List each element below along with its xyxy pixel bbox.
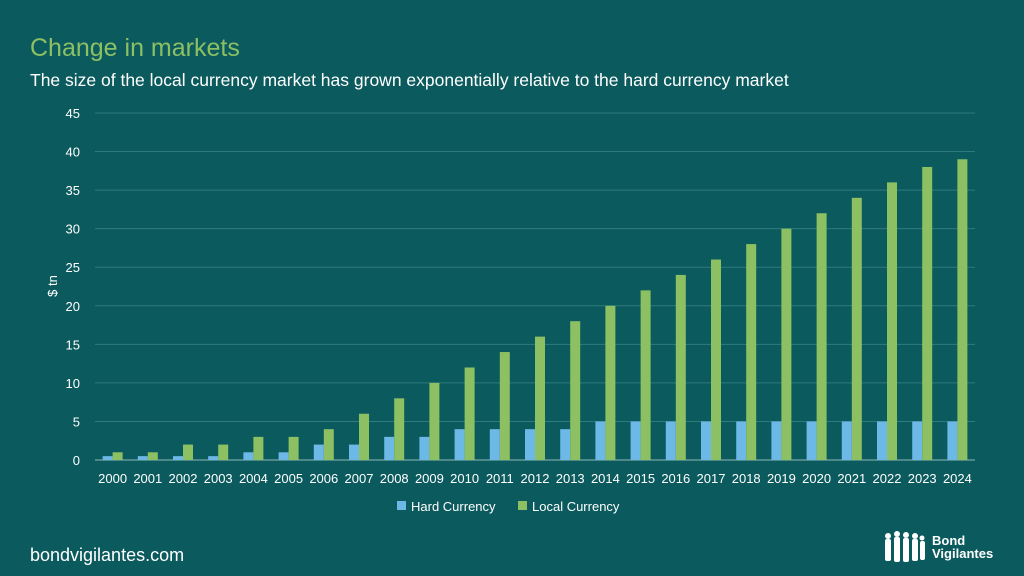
bar-hard-currency <box>243 452 254 460</box>
bar-hard-currency <box>313 444 324 460</box>
bar-local-currency <box>218 444 229 460</box>
website-link[interactable]: bondvigilantes.com <box>30 545 185 565</box>
y-tick-label: 40 <box>66 145 80 160</box>
bar-local-currency <box>323 429 334 460</box>
x-tick-label: 2000 <box>98 471 127 486</box>
x-tick-label: 2015 <box>626 471 655 486</box>
bar-local-currency <box>816 213 827 460</box>
page-subtitle: The size of the local currency market ha… <box>30 70 789 90</box>
bar-local-currency <box>781 228 792 460</box>
x-tick-label: 2020 <box>802 471 831 486</box>
x-tick-label: 2002 <box>169 471 198 486</box>
bar-hard-currency <box>806 421 817 460</box>
bar-local-currency <box>746 244 757 460</box>
bar-hard-currency <box>525 429 535 460</box>
y-axis-label: $ tn <box>45 275 60 297</box>
y-tick-label: 25 <box>66 260 80 275</box>
bar-local-currency <box>288 436 299 460</box>
x-tick-label: 2010 <box>450 471 479 486</box>
logo-text-line2: Vigilantes <box>932 546 994 561</box>
bar-hard-currency <box>208 456 219 460</box>
y-tick-label: 35 <box>66 183 80 198</box>
x-tick-label: 2017 <box>697 471 726 486</box>
bar-hard-currency <box>701 421 711 460</box>
bar-local-currency <box>147 452 158 460</box>
y-tick-label: 15 <box>66 337 80 352</box>
bar-hard-currency <box>489 429 500 460</box>
x-tick-label: 2005 <box>274 471 303 486</box>
x-tick-label: 2008 <box>380 471 409 486</box>
x-tick-label: 2004 <box>239 471 268 486</box>
bar-hard-currency <box>841 421 852 460</box>
bar-local-currency <box>535 336 545 460</box>
x-tick-label: 2009 <box>415 471 444 486</box>
x-tick-label: 2022 <box>873 471 902 486</box>
bar-hard-currency <box>173 456 183 460</box>
y-tick-label: 0 <box>73 453 80 468</box>
bar-local-currency <box>429 382 440 460</box>
bar-hard-currency <box>278 452 289 460</box>
bar-local-currency <box>675 274 686 460</box>
bar-local-currency <box>183 444 193 460</box>
x-tick-label: 2021 <box>837 471 866 486</box>
bar-local-currency <box>711 259 721 460</box>
bar-hard-currency <box>560 429 571 460</box>
x-tick-label: 2016 <box>661 471 690 486</box>
x-tick-label: 2014 <box>591 471 620 486</box>
y-tick-label: 10 <box>66 376 80 391</box>
logo-text-line1: Bond <box>932 533 966 548</box>
bar-local-currency <box>359 413 369 460</box>
bar-hard-currency <box>102 456 113 460</box>
legend-label: Hard Currency <box>411 499 496 514</box>
y-tick-label: 20 <box>66 299 80 314</box>
bar-hard-currency <box>419 436 430 460</box>
bar-local-currency <box>570 321 581 460</box>
x-tick-label: 2023 <box>908 471 937 486</box>
page-title: Change in markets <box>30 34 240 62</box>
bar-hard-currency <box>771 421 782 460</box>
bar-local-currency <box>605 305 616 460</box>
bar-local-currency <box>851 197 862 461</box>
legend-label: Local Currency <box>532 499 620 514</box>
bond-vigilantes-logo: Bond Vigilantes <box>882 530 993 564</box>
bar-hard-currency <box>349 444 359 460</box>
bar-hard-currency <box>630 421 641 460</box>
x-tick-label: 2018 <box>732 471 761 486</box>
x-tick-label: 2019 <box>767 471 796 486</box>
bar-local-currency <box>922 166 933 460</box>
bar-hard-currency <box>595 421 606 460</box>
bar-local-currency <box>464 367 475 460</box>
x-tick-label: 2006 <box>309 471 338 486</box>
bar-local-currency <box>394 398 405 460</box>
legend-swatch <box>518 501 527 510</box>
people-silhouette-icon <box>885 531 925 562</box>
x-tick-label: 2003 <box>204 471 233 486</box>
x-tick-label: 2007 <box>345 471 374 486</box>
bar-hard-currency <box>736 421 747 460</box>
x-tick-label: 2012 <box>521 471 550 486</box>
bar-local-currency <box>499 352 510 460</box>
x-tick-label: 2011 <box>486 471 514 486</box>
bar-local-currency <box>112 452 123 460</box>
legend-swatch <box>397 501 406 510</box>
bar-local-currency <box>640 290 651 460</box>
x-tick-label: 2013 <box>556 471 585 486</box>
bar-hard-currency <box>912 421 923 460</box>
bar-hard-currency <box>947 421 958 460</box>
bar-hard-currency <box>877 421 887 460</box>
bar-hard-currency <box>454 429 465 460</box>
bar-local-currency <box>253 436 264 460</box>
bar-hard-currency <box>665 421 676 460</box>
y-tick-label: 5 <box>73 414 80 429</box>
y-tick-label: 30 <box>66 222 80 237</box>
bar-local-currency <box>957 159 968 460</box>
bar-hard-currency <box>384 436 395 460</box>
y-tick-label: 45 <box>66 106 80 121</box>
bar-hard-currency <box>137 456 148 460</box>
x-tick-label: 2001 <box>133 471 162 486</box>
x-tick-label: 2024 <box>943 471 972 486</box>
bar-local-currency <box>887 182 897 460</box>
